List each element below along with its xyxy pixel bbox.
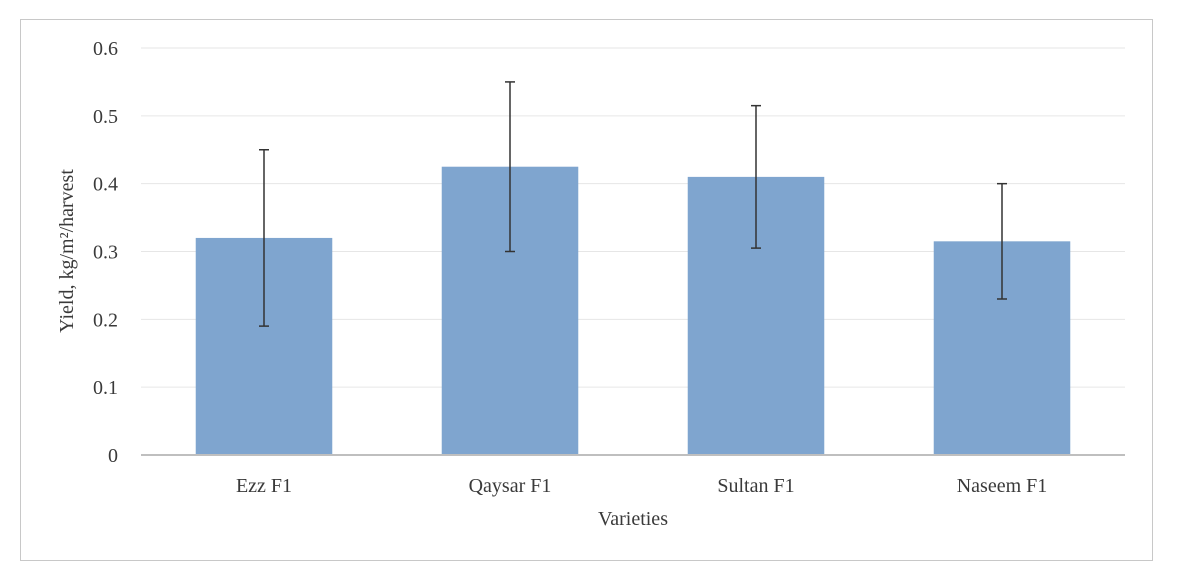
- y-tick-label: 0.6: [93, 38, 118, 60]
- y-axis-title: Yield, kg/m²/harvest: [56, 169, 78, 333]
- x-tick-label: Qaysar F1: [469, 475, 552, 497]
- error-bar: [997, 182, 1007, 300]
- x-axis-title: Varieties: [598, 508, 668, 530]
- y-tick-label: 0.3: [93, 242, 118, 264]
- error-bar: [259, 149, 269, 327]
- y-tick-label: 0.5: [93, 106, 118, 128]
- y-tick-label: 0: [108, 445, 118, 467]
- y-tick-label: 0.4: [93, 174, 118, 196]
- y-tick-label: 0.2: [93, 309, 118, 331]
- x-tick-label: Sultan F1: [717, 475, 794, 497]
- y-tick-label: 0.1: [93, 377, 118, 399]
- x-tick-label: Ezz F1: [236, 475, 292, 497]
- error-bar: [751, 104, 761, 249]
- x-tick-label: Naseem F1: [957, 475, 1048, 497]
- error-bar: [505, 81, 515, 253]
